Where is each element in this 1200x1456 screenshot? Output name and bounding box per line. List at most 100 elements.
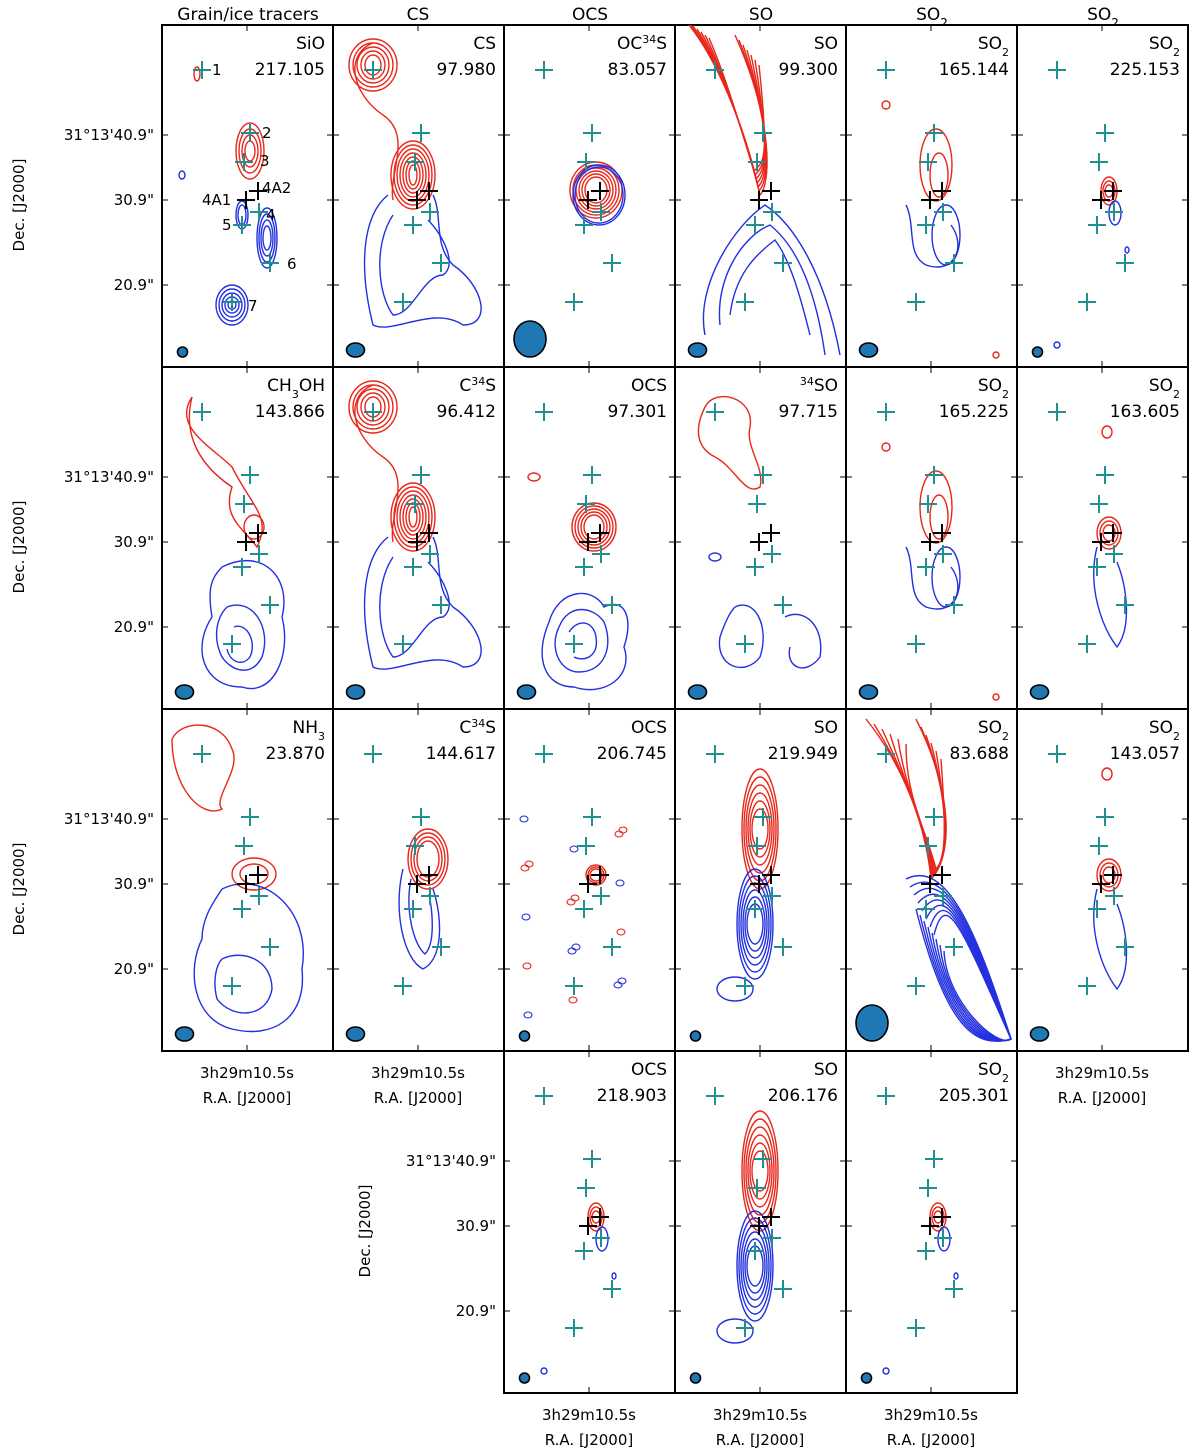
outflow-knot-marker [1088, 216, 1106, 234]
redshifted-contour [393, 144, 433, 206]
outflow-knot-marker [934, 887, 952, 905]
redshifted-contour [193, 66, 201, 82]
blueshifted-contour [740, 1224, 770, 1308]
beam-ellipse [687, 684, 708, 700]
x-tick-label: 3h29m10.5s [371, 1064, 465, 1082]
panel-p12: OCS 97.301 [503, 366, 676, 710]
contour-group [855, 718, 1012, 1042]
beam-ellipse [513, 320, 547, 358]
outflow-knot-marker [575, 900, 593, 918]
outflow-knot-marker [193, 745, 211, 763]
blueshifted-contour [617, 977, 627, 985]
blueshifted-contour [569, 845, 579, 853]
outflow-knot-marker [421, 545, 439, 563]
contour-group [1029, 745, 1134, 1042]
protostar-4a2-marker [933, 1208, 951, 1226]
beam-ellipse [516, 684, 537, 700]
y-tick-label: 20.9" [456, 1302, 496, 1320]
outflow-knot-marker [261, 938, 279, 956]
redshifted-contour [185, 396, 263, 549]
frequency-label: 144.617 [426, 744, 496, 764]
blueshifted-contour [237, 204, 247, 226]
beam-ellipse [855, 1004, 889, 1042]
contour-group [345, 745, 450, 1042]
outflow-knot-marker [1105, 545, 1123, 563]
beam-ellipse [687, 342, 708, 358]
outflow-knot-marker [877, 745, 895, 763]
outflow-knot-marker [583, 1150, 601, 1168]
blueshifted-contour [215, 604, 266, 671]
beam-ellipse [858, 342, 879, 358]
blueshifted-contour [615, 879, 625, 887]
outflow-knot-marker [1105, 203, 1123, 221]
redshifted-contour [1101, 425, 1113, 439]
outflow-knot-marker [223, 977, 241, 995]
outflow-knot-marker [412, 466, 430, 484]
protostar-4a1-marker [1092, 191, 1110, 209]
blueshifted-contour [953, 1272, 959, 1280]
outflow-knot-marker [774, 938, 792, 956]
protostar-4a1-marker [579, 191, 597, 209]
outflow-knot-marker [925, 124, 943, 142]
molecule-label: C34S [459, 375, 496, 397]
blueshifted-contour [708, 552, 722, 562]
redshifted-contour [570, 894, 580, 902]
outflow-knot-marker [432, 596, 450, 614]
blueshifted-contour [738, 875, 772, 973]
panel-p22: OCS 206.745 [503, 708, 676, 1052]
blueshifted-contour [567, 947, 577, 955]
blueshifted-contour [235, 200, 249, 230]
protostar-4a2-marker [933, 182, 951, 200]
redshifted-contour [348, 380, 398, 434]
blueshifted-contour [260, 219, 274, 257]
redshifted-contour [527, 472, 541, 482]
redshifted-contour [1101, 767, 1113, 781]
blueshifted-contour [541, 592, 629, 691]
redshifted-contour [241, 134, 259, 168]
redshifted-contour [749, 1142, 771, 1200]
contour-group [518, 745, 628, 1042]
redshifted-contour [992, 693, 1000, 701]
outflow-knot-marker [763, 545, 781, 563]
y-tick-label: 20.9" [114, 276, 154, 294]
redshifted-contour [929, 152, 949, 198]
molecule-label: CS [473, 34, 496, 54]
outflow-knot-marker [241, 808, 259, 826]
outflow-knot-marker [592, 887, 610, 905]
redshifted-contour [929, 494, 949, 540]
protostar-4a2-marker [1104, 182, 1122, 200]
protostar-4a1-marker [921, 191, 939, 209]
beam-ellipse [860, 1372, 873, 1384]
molecule-label: OCS [631, 718, 667, 738]
outflow-knot-marker [193, 61, 211, 79]
beam-ellipse [689, 1372, 702, 1384]
frequency-label: 83.688 [950, 744, 1009, 764]
outflow-knot-marker [412, 808, 430, 826]
protostar-4a2-marker [933, 524, 951, 542]
outflow-knot-marker [565, 293, 583, 311]
outflow-knot-marker [535, 745, 553, 763]
knot-label: 2 [262, 124, 272, 142]
outflow-knot-marker [1088, 558, 1106, 576]
protostar-4a1-marker [750, 1217, 768, 1235]
outflow-knot-marker [233, 558, 251, 576]
outflow-knot-marker [748, 495, 766, 513]
blueshifted-contour [1124, 246, 1130, 254]
redshifted-contour [618, 826, 628, 834]
y-tick-label: 31°13'40.9" [64, 126, 154, 144]
redshifted-contour [571, 502, 617, 552]
redshifted-contour [235, 122, 265, 180]
frequency-label: 206.745 [597, 744, 667, 764]
outflow-knot-marker [583, 466, 601, 484]
outflow-knot-marker [406, 153, 424, 171]
protostar-4a1-marker [408, 533, 426, 551]
outflow-knot-marker [917, 216, 935, 234]
outflow-knot-marker [583, 124, 601, 142]
redshifted-contour [574, 505, 614, 549]
panel-grid: SiO217.105CS97.980OC34S83.057SO99.300SO2… [161, 24, 1189, 1394]
panel-frame [332, 366, 505, 710]
outflow-knot-marker [412, 124, 430, 142]
